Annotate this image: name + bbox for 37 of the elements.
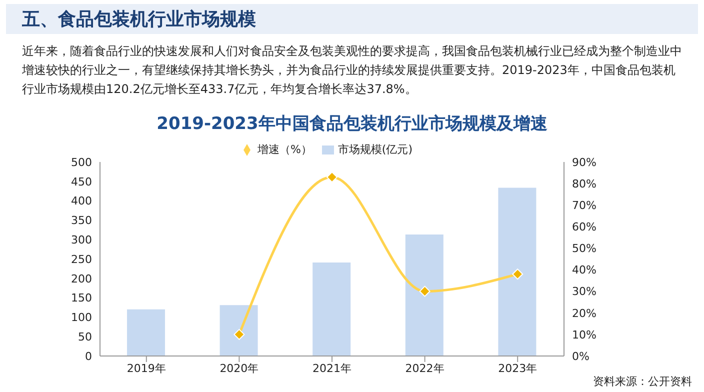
- y-tick-label: 350: [71, 214, 92, 228]
- y-tick-label: 0: [85, 350, 92, 363]
- x-tick-label: 2023年: [498, 362, 538, 375]
- y2-tick-label: 40%: [572, 264, 596, 277]
- text: 近年来，随着食品行业的快速发展和人们对食品安全及包装美观性的要求提高，我国食品包装机械行业已经成为整个制造业中增速较快的行业之一，有望继续保持其增长势头，并为食品行业的持续发展提供重要支持。2019-2023年，中国食品包装机行业市场规模由120.2亿元增长至433.7亿元，年均复合增长率达37.8%。: [22, 43, 683, 98]
- y-tick-label: 250: [71, 252, 92, 266]
- y2-tick-label: 80%: [572, 177, 596, 190]
- y2-tick-label: 90%: [572, 156, 596, 169]
- bar: [405, 234, 444, 356]
- text: 五、食品包装机行业市场规模: [22, 8, 256, 31]
- y-tick-label: 300: [71, 234, 92, 247]
- y-tick-label: 50: [78, 330, 92, 344]
- y-tick-label: 100: [71, 311, 92, 324]
- bar: [498, 188, 536, 356]
- y-tick-label: 200: [71, 272, 92, 286]
- legend-label: 市场规模(亿元): [338, 143, 413, 156]
- x-tick-label: 2022年: [405, 362, 444, 375]
- bar: [220, 305, 258, 356]
- y2-tick-label: 70%: [572, 199, 596, 212]
- legend-label: 增速（%）: [257, 143, 312, 156]
- x-tick-label: 2021年: [312, 362, 352, 375]
- y-tick-label: 400: [71, 194, 92, 208]
- y2-tick-label: 50%: [572, 242, 596, 256]
- y2-tick-label: 10%: [572, 328, 596, 342]
- x-tick-label: 2020年: [220, 362, 259, 375]
- y-tick-label: 150: [71, 292, 92, 305]
- y2-tick-label: 20%: [572, 306, 596, 320]
- y2-tick-label: 60%: [572, 220, 596, 234]
- y2-tick-label: 30%: [572, 285, 596, 298]
- x-tick-label: 2019年: [126, 362, 166, 375]
- y2-tick-label: 0%: [572, 350, 590, 363]
- text: 资料来源：公开资料: [593, 374, 692, 389]
- chart-title: 2019-2023年中国食品包装机行业市场规模及增速: [156, 113, 548, 135]
- bar: [312, 262, 351, 356]
- bar: [127, 309, 165, 356]
- y-tick-label: 450: [71, 175, 92, 188]
- y-tick-label: 500: [71, 156, 92, 169]
